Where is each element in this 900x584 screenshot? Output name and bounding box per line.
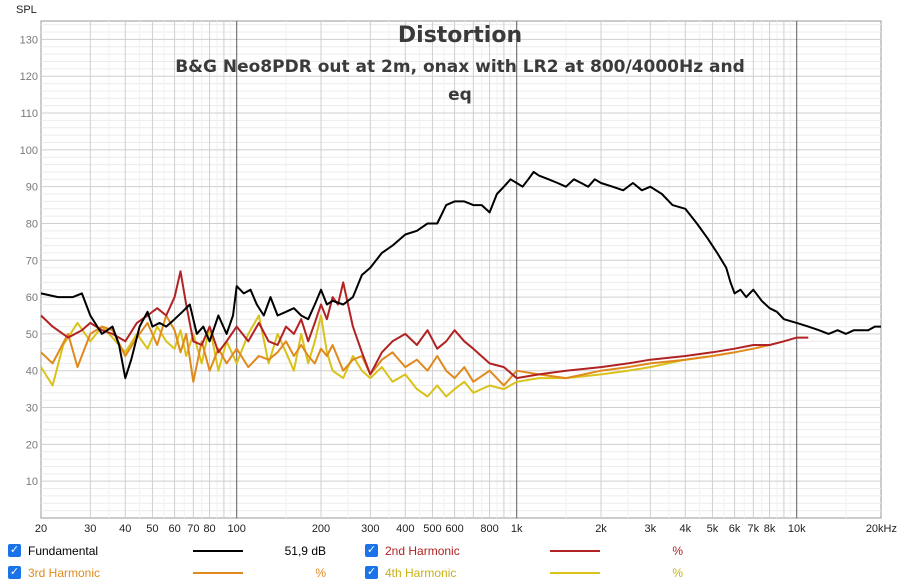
legend-name-3rd-harmonic: 3rd Harmonic xyxy=(28,566,101,580)
legend: ✓ Fundamental 51,9 dB ✓ 3rd Harmonic % ✓… xyxy=(0,538,900,584)
chart-subtitle-line-2: eq xyxy=(448,85,472,105)
x-tick-label: 40 xyxy=(119,523,131,535)
grid-major xyxy=(41,21,881,518)
chart-title: Distortion xyxy=(398,23,522,48)
legend-item-3rd-harmonic: ✓ 3rd Harmonic % xyxy=(0,562,450,584)
y-axis-label: SPL xyxy=(16,4,37,16)
x-tick-label: 8k xyxy=(764,523,776,535)
x-tick-label: 600 xyxy=(445,523,463,535)
x-tick-label: 60 xyxy=(168,523,180,535)
x-tick-label: 10k xyxy=(788,523,806,535)
series-line-fundamental xyxy=(40,170,881,380)
y-tick-label: 40 xyxy=(26,366,38,378)
x-tick-label: 3k xyxy=(644,523,656,535)
y-tick-label: 20 xyxy=(26,439,38,451)
legend-value-3rd-harmonic: % xyxy=(315,566,326,580)
x-tick-label: 7k xyxy=(748,523,760,535)
y-tick-label: 30 xyxy=(26,403,38,415)
y-tick-label: 100 xyxy=(20,145,38,157)
legend-line-3rd-harmonic xyxy=(193,572,243,574)
x-tick-label: 100 xyxy=(228,523,246,535)
legend-item-2nd-harmonic: ✓ 2nd Harmonic % xyxy=(365,540,815,562)
legend-line-4th-harmonic xyxy=(550,572,600,574)
x-tick-label: 30 xyxy=(84,523,96,535)
x-tick-label: 80 xyxy=(203,523,215,535)
x-tick-label: 20 xyxy=(35,523,47,535)
x-tick-label: 1k xyxy=(511,523,523,535)
series-line-3rd-harmonic xyxy=(40,314,770,387)
y-tick-label: 60 xyxy=(26,292,38,304)
y-tick-label: 90 xyxy=(26,182,38,194)
x-tick-label: 2k xyxy=(595,523,607,535)
legend-item-fundamental: ✓ Fundamental 51,9 dB xyxy=(0,540,450,562)
legend-line-2nd-harmonic xyxy=(550,550,600,552)
checkbox-2nd-harmonic[interactable]: ✓ xyxy=(365,544,378,557)
y-tick-label: 70 xyxy=(26,255,38,267)
x-tick-label: 50 xyxy=(146,523,158,535)
y-tick-label: 80 xyxy=(26,218,38,230)
series-line-4th-harmonic xyxy=(40,314,735,398)
chart-subtitle-line-1: B&G Neo8PDR out at 2m, onax with LR2 at … xyxy=(175,57,745,77)
x-tick-label: 800 xyxy=(480,523,498,535)
y-tick-label: 110 xyxy=(20,108,38,120)
legend-value-2nd-harmonic: % xyxy=(672,544,683,558)
x-tick-label: 300 xyxy=(361,523,379,535)
legend-name-2nd-harmonic: 2nd Harmonic xyxy=(385,544,460,558)
y-tick-label: 10 xyxy=(26,476,38,488)
series-line-2nd-harmonic xyxy=(40,270,809,380)
y-tick-label: 130 xyxy=(20,34,38,46)
checkbox-4th-harmonic[interactable]: ✓ xyxy=(365,566,378,579)
y-tick-label: 120 xyxy=(20,71,38,83)
x-tick-label: 70 xyxy=(187,523,199,535)
x-tick-label: 4k xyxy=(679,523,691,535)
legend-value-fundamental: 51,9 dB xyxy=(284,544,326,558)
x-tick-label: 400 xyxy=(396,523,414,535)
legend-line-fundamental xyxy=(193,550,243,552)
legend-name-4th-harmonic: 4th Harmonic xyxy=(385,566,457,580)
y-tick-labels: 10 20 30 40 50 60 70 80 90 100 110 120 130 xyxy=(20,34,38,488)
x-tick-labels: 20 30 40 50 60 70 80 100 200 300 400 500 600 800 1k 2k 3… xyxy=(35,523,897,535)
checkbox-fundamental[interactable]: ✓ xyxy=(8,544,21,557)
x-tick-label: 5k xyxy=(707,523,719,535)
y-tick-label: 50 xyxy=(26,329,38,341)
legend-item-4th-harmonic: ✓ 4th Harmonic % xyxy=(365,562,815,584)
x-tick-label: 20kHz xyxy=(866,523,897,535)
checkbox-3rd-harmonic[interactable]: ✓ xyxy=(8,566,21,579)
x-tick-label: 200 xyxy=(312,523,330,535)
distortion-chart: 10 20 30 40 50 60 70 80 90 100 110 120 130 20 30 40 50 6… xyxy=(16,4,897,535)
series-layer xyxy=(40,170,881,398)
x-tick-label: 500 xyxy=(423,523,441,535)
x-tick-label: 6k xyxy=(729,523,741,535)
legend-value-4th-harmonic: % xyxy=(672,566,683,580)
legend-name-fundamental: Fundamental xyxy=(28,544,99,558)
plot-frame xyxy=(40,20,882,519)
